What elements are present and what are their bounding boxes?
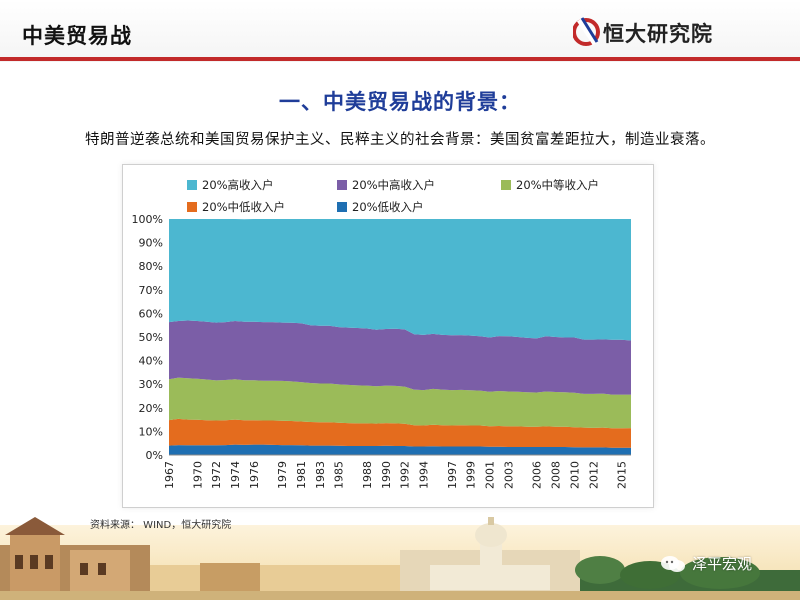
section-title: 中美贸易战 [22, 24, 132, 48]
area-series [169, 219, 631, 341]
income-share-area-chart: 0% 10% 20% 30% 40% 50% 60% 70% 80% 90% 100% 1967 197… [132, 213, 631, 489]
x-tick-label: 2006 [531, 461, 544, 489]
y-tick-label: 50% [139, 331, 163, 344]
y-tick-label: 70% [139, 284, 163, 297]
legend-swatch [337, 180, 347, 190]
x-tick-label: 1997 [446, 461, 459, 489]
legend-item: 20%中等收入户 [501, 177, 599, 193]
x-tick-label: 1979 [276, 461, 289, 489]
x-tick-label: 1976 [248, 461, 261, 489]
y-tick-label: 60% [139, 307, 163, 320]
x-tick-label: 1990 [380, 461, 393, 489]
x-tick-label: 2001 [484, 461, 497, 489]
legend-item: 20%高收入户 [187, 177, 274, 193]
x-tick-label: 1981 [295, 461, 308, 489]
area-series [169, 418, 631, 448]
x-tick-label: 1970 [191, 461, 204, 489]
area-series [169, 377, 631, 429]
x-tick-label: 1985 [333, 461, 346, 489]
header-divider [0, 57, 800, 61]
watermark-text: 泽平宏观 [692, 555, 753, 573]
x-tick-label: 1974 [229, 461, 242, 489]
legend-label: 20%中低收入户 [202, 200, 286, 214]
y-tick-label: 90% [139, 237, 163, 250]
brand-emblem-icon [572, 17, 600, 46]
x-tick-label: 2012 [587, 461, 600, 489]
legend-item: 20%中高收入户 [337, 177, 435, 193]
x-tick-label: 1988 [361, 461, 374, 489]
x-tick-label: 2010 [568, 461, 581, 489]
slide-title: 一、中美贸易战的背景： [279, 90, 521, 114]
source-note: 资料来源： WIND，恒大研究院 [90, 520, 232, 531]
slide-header: 中美贸易战 恒大研究院 [0, 0, 800, 62]
x-tick-label: 1983 [314, 461, 327, 489]
legend-swatch [337, 202, 347, 212]
y-tick-label: 80% [139, 260, 163, 273]
area-series [169, 320, 631, 395]
y-tick-label: 30% [139, 378, 163, 391]
slide-subtitle: 特朗普逆袭总统和美国贸易保护主义、民粹主义的社会背景：美国贫富差距拉大，制造业衰… [85, 132, 715, 148]
x-tick-label: 2003 [502, 461, 515, 489]
y-tick-label: 20% [139, 402, 163, 415]
x-tick-label: 2008 [550, 461, 563, 489]
y-tick-label: 0% [146, 449, 163, 462]
wechat-icon [661, 555, 685, 572]
legend-swatch [187, 180, 197, 190]
x-tick-label: 1992 [399, 461, 412, 489]
x-tick-label: 1994 [418, 461, 431, 489]
legend-label: 20%中高收入户 [352, 178, 436, 192]
chart-container: 20%高收入户 20%中高收入户 20%中等收入户 20%中低收入户 20%低收入户 0… [122, 164, 654, 508]
legend-item: 20%中低收入户 [187, 199, 285, 215]
x-tick-label: 1967 [163, 461, 176, 489]
legend-swatch [501, 180, 511, 190]
brand-logo: 恒大研究院 [572, 14, 712, 50]
legend-item: 20%低收入户 [337, 199, 424, 215]
x-tick-label: 1999 [465, 461, 478, 489]
legend-label: 20%低收入户 [352, 200, 424, 214]
legend-swatch [187, 202, 197, 212]
area-series [169, 444, 631, 455]
watermark: 泽平宏观 [660, 553, 752, 574]
legend-label: 20%中等收入户 [516, 178, 600, 192]
y-tick-label: 40% [139, 355, 163, 368]
footer-scenery [0, 505, 800, 600]
y-tick-label: 10% [139, 425, 163, 438]
x-tick-label: 2015 [616, 461, 629, 489]
brand-name: 恒大研究院 [603, 22, 713, 46]
legend-label: 20%高收入户 [202, 178, 274, 192]
y-tick-label: 100% [132, 213, 163, 226]
x-tick-label: 1972 [210, 461, 223, 489]
